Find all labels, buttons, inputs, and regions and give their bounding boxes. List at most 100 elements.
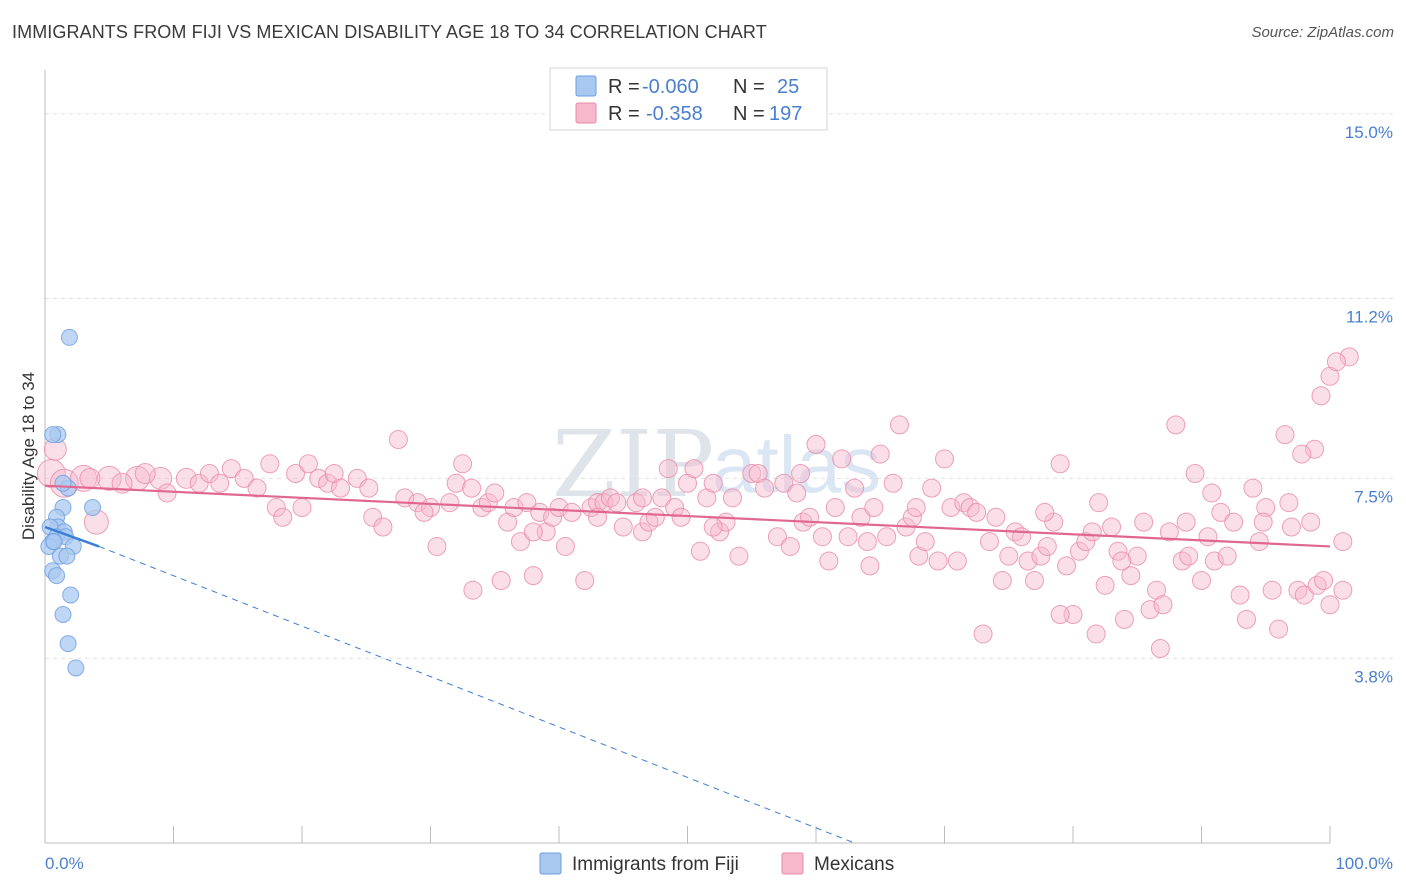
data-point-mexican bbox=[1018, 551, 1038, 571]
data-point-mexican bbox=[947, 551, 967, 571]
data-point-mexican bbox=[1134, 512, 1154, 532]
stats-row-mexicans: R = -0.358 N = 197 bbox=[575, 102, 802, 125]
data-point-mexican bbox=[1211, 502, 1231, 522]
data-point-mexican bbox=[298, 454, 318, 474]
trend-line-mexicans bbox=[44, 484, 1331, 548]
data-point-mexican bbox=[273, 507, 293, 527]
data-point-mexican bbox=[96, 465, 122, 491]
data-point-mexican bbox=[462, 478, 482, 498]
data-point-mexican bbox=[543, 507, 563, 527]
data-point-mexican bbox=[857, 532, 877, 552]
y-tick-label: 3.8% bbox=[1354, 667, 1393, 686]
data-point-mexican bbox=[1102, 517, 1122, 537]
data-point-mexican bbox=[1012, 527, 1032, 547]
data-point-mexican bbox=[247, 478, 267, 498]
data-point-mexican bbox=[414, 502, 434, 522]
data-point-fiji bbox=[59, 635, 77, 653]
data-point-mexican bbox=[1185, 464, 1205, 484]
data-point-mexican bbox=[954, 493, 974, 513]
data-point-mexican bbox=[1112, 551, 1132, 571]
data-point-mexican bbox=[658, 459, 678, 479]
data-point-mexican bbox=[992, 570, 1012, 590]
gridlines bbox=[45, 113, 1395, 659]
data-point-mexican bbox=[1217, 546, 1237, 566]
data-point-mexican bbox=[986, 507, 1006, 527]
x-tick-label-min: 0.0% bbox=[45, 854, 84, 873]
data-point-mexican bbox=[883, 473, 903, 493]
data-point-mexican bbox=[1333, 532, 1353, 552]
data-point-mexican bbox=[1172, 551, 1192, 571]
data-point-mexican bbox=[633, 488, 653, 508]
data-point-mexican bbox=[1275, 425, 1295, 445]
data-point-mexican bbox=[1050, 454, 1070, 474]
data-point-mexican bbox=[446, 473, 466, 493]
data-point-mexican bbox=[260, 454, 280, 474]
watermark-atlas: atlas bbox=[712, 420, 881, 509]
stats-swatch-fiji bbox=[575, 75, 597, 97]
data-point-mexican bbox=[510, 532, 530, 552]
axes bbox=[44, 70, 1331, 844]
data-point-fiji bbox=[60, 328, 78, 346]
chart-title: IMMIGRANTS FROM FIJI VS MEXICAN DISABILI… bbox=[12, 22, 767, 42]
trend-line-fiji-extension bbox=[98, 545, 855, 844]
data-point-mexican bbox=[359, 478, 379, 498]
y-tick-label: 7.5% bbox=[1354, 487, 1393, 506]
data-point-mexican bbox=[523, 522, 543, 542]
data-point-fiji bbox=[84, 499, 102, 517]
data-point-mexican bbox=[703, 517, 723, 537]
stats-r-value-fiji: -0.060 bbox=[642, 76, 699, 98]
data-point-mexican bbox=[463, 580, 483, 600]
data-point-mexican bbox=[555, 536, 575, 556]
legend: Immigrants from Fiji Mexicans bbox=[539, 852, 894, 875]
data-point-mexican bbox=[79, 467, 101, 489]
data-point-mexican bbox=[652, 488, 672, 508]
stats-n-label-mexicans: N = bbox=[733, 103, 765, 125]
data-point-mexican bbox=[906, 498, 926, 518]
data-point-mexican bbox=[703, 473, 723, 493]
data-point-mexican bbox=[780, 536, 800, 556]
y-axis-label: Disability Age 18 to 34 bbox=[19, 372, 38, 540]
data-point-mexican bbox=[1204, 551, 1224, 571]
data-point-mexican bbox=[1159, 522, 1179, 542]
data-point-mexican bbox=[864, 498, 884, 518]
data-point-mexican bbox=[1198, 527, 1218, 547]
data-point-mexican bbox=[832, 449, 852, 469]
data-point-mexican bbox=[684, 459, 704, 479]
data-point-mexican bbox=[266, 498, 286, 518]
stats-box: R = -0.060 N = 25 R = -0.358 N = 197 bbox=[549, 67, 828, 131]
data-point-mexican bbox=[812, 527, 832, 547]
data-point-mexican bbox=[1108, 541, 1128, 561]
legend-item-fiji[interactable]: Immigrants from Fiji bbox=[539, 852, 739, 875]
data-point-mexican bbox=[722, 488, 742, 508]
data-point-fiji bbox=[62, 586, 80, 604]
data-point-mexican bbox=[1057, 556, 1077, 576]
trend-line-fiji bbox=[44, 525, 100, 548]
data-point-mexican bbox=[825, 498, 845, 518]
data-point-mexican bbox=[613, 517, 633, 537]
data-point-mexican bbox=[1192, 570, 1211, 590]
data-point-mexican bbox=[626, 493, 646, 513]
data-point-mexican bbox=[1035, 502, 1055, 522]
stats-row-fiji: R = -0.060 N = 25 bbox=[575, 75, 799, 98]
data-point-mexican bbox=[1294, 585, 1314, 605]
data-point-mexican bbox=[806, 434, 826, 454]
data-point-mexican bbox=[973, 624, 993, 644]
data-point-mexican bbox=[1069, 541, 1089, 561]
data-point-mexican bbox=[523, 566, 543, 586]
data-point-mexican bbox=[1150, 639, 1170, 659]
data-point-mexican bbox=[1333, 580, 1353, 600]
legend-item-mexicans[interactable]: Mexicans bbox=[781, 852, 894, 875]
legend-swatch-fiji bbox=[539, 852, 562, 875]
data-point-mexican bbox=[870, 444, 890, 464]
data-point-mexican bbox=[175, 467, 197, 489]
data-point-mexican bbox=[935, 449, 954, 469]
data-point-mexican bbox=[1236, 609, 1256, 629]
data-point-mexican bbox=[1256, 498, 1276, 518]
legend-label-mexicans: Mexicans bbox=[814, 854, 894, 875]
data-point-mexican bbox=[645, 507, 665, 527]
data-point-mexican bbox=[1307, 575, 1327, 595]
data-point-mexican bbox=[928, 551, 948, 571]
data-point-mexican bbox=[70, 464, 98, 492]
data-point-mexican bbox=[1095, 575, 1115, 595]
